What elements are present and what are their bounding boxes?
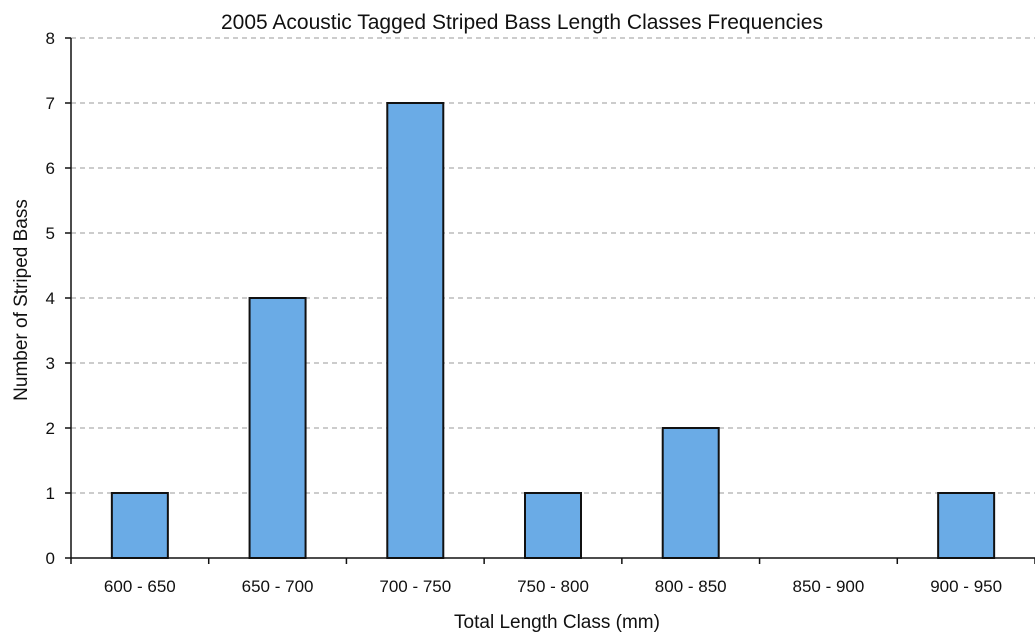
y-tick-label: 7 — [46, 94, 55, 113]
axis-layer: 0 1 2 3 4 5 6 7 8 600 - 650 650 - 700 700 - 750 750 … — [46, 29, 1035, 596]
x-tick-label: 600 - 650 — [104, 577, 176, 596]
y-tick-label: 4 — [46, 289, 55, 308]
x-tick-label: 850 - 900 — [793, 577, 865, 596]
y-tick-label: 0 — [46, 549, 55, 568]
y-tick-label: 3 — [46, 354, 55, 373]
x-tick-label: 650 - 700 — [242, 577, 314, 596]
grid-layer — [71, 37, 1035, 494]
bar-6 — [937, 492, 996, 559]
chart-title: 2005 Acoustic Tagged Striped Bass Length… — [221, 11, 823, 34]
y-tick-label: 5 — [46, 224, 55, 243]
y-tick-label: 2 — [46, 419, 55, 438]
y-tick-label: 6 — [46, 159, 55, 178]
bar-2 — [386, 102, 445, 559]
bar-0 — [110, 492, 169, 559]
x-tick-label: 900 - 950 — [930, 577, 1002, 596]
x-axis-title: Total Length Class (mm) — [454, 612, 660, 633]
x-tick-label: 700 - 750 — [379, 577, 451, 596]
y-tick-label: 8 — [46, 29, 55, 48]
y-axis-title: Number of Striped Bass — [11, 199, 32, 401]
bar-layer — [110, 102, 996, 559]
x-tick-label: 750 - 800 — [517, 577, 589, 596]
bar-4 — [661, 427, 720, 559]
bar-1 — [248, 297, 307, 559]
y-tick-label: 1 — [46, 484, 55, 503]
bar-3 — [524, 492, 582, 559]
x-tick-label: 800 - 850 — [655, 577, 727, 596]
